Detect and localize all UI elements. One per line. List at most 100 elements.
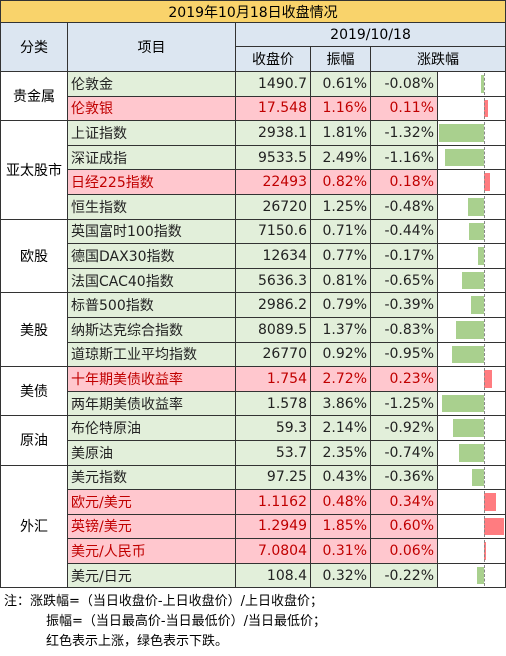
- bar-cell: [436, 71, 506, 97]
- change-cell: -0.17%: [370, 243, 438, 269]
- bar-axis: [484, 564, 485, 587]
- close-cell: 97.25: [235, 464, 311, 491]
- row: 美元/人民币 7.0804 0.31% 0.06%: [1, 538, 506, 564]
- data-bar: [476, 566, 484, 585]
- bar-cell: [436, 366, 506, 392]
- amplitude-cell: 1.37%: [310, 316, 371, 343]
- table: 2019年10月18日收盘情况 分类 项目 2019/10/18 收盘价 振幅 …: [0, 0, 506, 589]
- bar-cell: [436, 243, 506, 269]
- amplitude-cell: 0.32%: [310, 562, 371, 589]
- bar-cell: [436, 513, 506, 540]
- bar-cell: [436, 316, 506, 343]
- header-cell: 分类: [0, 22, 68, 72]
- change-cell: -1.32%: [370, 120, 438, 146]
- item-cell: 伦敦金: [67, 71, 236, 97]
- bar-axis: [484, 73, 485, 95]
- item-cell: 英镑/美元: [67, 513, 236, 540]
- row: 深证成指 9533.5 2.49% -1.16%: [1, 144, 506, 171]
- data-bar: [444, 148, 484, 167]
- close-cell: 1.2949: [235, 513, 311, 540]
- amplitude-cell: 3.86%: [310, 390, 371, 417]
- row: 伦敦银 17.548 1.16% 0.11%: [1, 95, 506, 122]
- close-cell: 1.1162: [235, 489, 311, 515]
- title: 2019年10月18日收盘情况: [0, 0, 506, 23]
- data-bar: [484, 517, 505, 536]
- item-cell: 伦敦银: [67, 95, 236, 122]
- change-cell: -0.48%: [370, 193, 438, 220]
- amplitude-cell: 0.61%: [310, 71, 371, 97]
- data-bar: [452, 419, 484, 437]
- close-cell: 5636.3: [235, 267, 311, 294]
- change-cell: -0.39%: [370, 292, 438, 318]
- row: 欧股 英国富时100指数 7150.6 0.71% -0.44%: [0, 218, 506, 294]
- bar-axis: [484, 122, 485, 144]
- note-line: 注：涨跌幅=（当日收盘价-上日收盘价）/上日收盘价；: [4, 594, 323, 610]
- row: 欧元/美元 1.1162 0.48% 0.34%: [1, 489, 506, 515]
- close-cell: 12634: [235, 243, 311, 269]
- close-cell: 26720: [235, 193, 311, 220]
- amplitude-cell: 0.82%: [310, 169, 371, 195]
- bar-cell: [436, 218, 506, 245]
- amplitude-cell: 1.25%: [310, 193, 371, 220]
- bar-axis: [484, 441, 485, 464]
- data-bar: [451, 345, 484, 364]
- bar-axis: [484, 195, 485, 218]
- data-bar: [481, 75, 484, 93]
- change-cell: -0.08%: [370, 71, 438, 97]
- bar-axis: [484, 540, 485, 562]
- close-cell: 1.754: [235, 366, 311, 392]
- close-cell: 22493: [235, 169, 311, 195]
- bar-axis: [484, 97, 485, 120]
- data-bar: [461, 271, 484, 290]
- bar-cell: [436, 292, 506, 318]
- amplitude-cell: 0.48%: [310, 489, 371, 515]
- change-cell: -0.36%: [370, 464, 438, 491]
- bar-cell: [436, 144, 506, 171]
- close-cell: 7150.6: [235, 218, 311, 245]
- bar-cell: [436, 120, 506, 146]
- row: 恒生指数 26720 1.25% -0.48%: [1, 193, 506, 220]
- bar-axis: [484, 294, 485, 316]
- data-bar: [484, 542, 487, 560]
- item-cell: 道琼斯工业平均指数: [67, 341, 236, 368]
- bar-axis: [484, 343, 485, 366]
- bar-cell: [436, 267, 506, 294]
- amplitude-cell: 0.43%: [310, 464, 371, 491]
- close-cell: 8089.5: [235, 316, 311, 343]
- change-cell: -0.65%: [370, 267, 438, 294]
- close-cell: 1490.7: [235, 71, 311, 97]
- data-bar: [484, 99, 488, 118]
- header-row: 分类 项目 2019/10/18: [0, 22, 506, 72]
- item-cell: 法国CAC40指数: [67, 267, 236, 294]
- data-bar: [484, 370, 492, 388]
- data-bar: [478, 247, 484, 265]
- item-cell: 美元/人民币: [67, 538, 236, 564]
- bar-axis: [484, 368, 485, 390]
- bar-axis: [484, 392, 485, 415]
- row: 美债 十年期美债收益率 1.754 2.72% 0.23%: [0, 366, 506, 417]
- row: 两年期美债收益率 1.578 3.86% -1.25%: [1, 390, 506, 417]
- header-cell: 项目: [67, 22, 236, 72]
- data-bar: [470, 296, 484, 314]
- amplitude-cell: 0.77%: [310, 243, 371, 269]
- bar-axis: [484, 171, 485, 193]
- bar-cell: [436, 464, 506, 491]
- row: 外汇 美元指数 97.25 0.43% -0.36%: [0, 464, 506, 589]
- item-cell: 美原油: [67, 439, 236, 466]
- bar-cell: [436, 95, 506, 122]
- bar-cell: [436, 562, 506, 589]
- item-cell: 德国DAX30指数: [67, 243, 236, 269]
- bar-axis: [484, 269, 485, 292]
- bar-cell: [436, 390, 506, 417]
- row: 原油 布伦特原油 59.3 2.14% -0.92%: [0, 415, 506, 466]
- amplitude-cell: 1.85%: [310, 513, 371, 540]
- amplitude-cell: 1.81%: [310, 120, 371, 146]
- header-cell: 振幅: [310, 46, 371, 72]
- bar-axis: [484, 491, 485, 513]
- header-cell: 2019/10/18: [234, 22, 506, 47]
- item-cell: 上证指数: [67, 120, 236, 146]
- close-cell: 108.4: [235, 562, 311, 589]
- row: 亚太股市 上证指数 2938.1 1.81% -1.32%: [0, 120, 506, 220]
- change-cell: -1.25%: [370, 390, 438, 417]
